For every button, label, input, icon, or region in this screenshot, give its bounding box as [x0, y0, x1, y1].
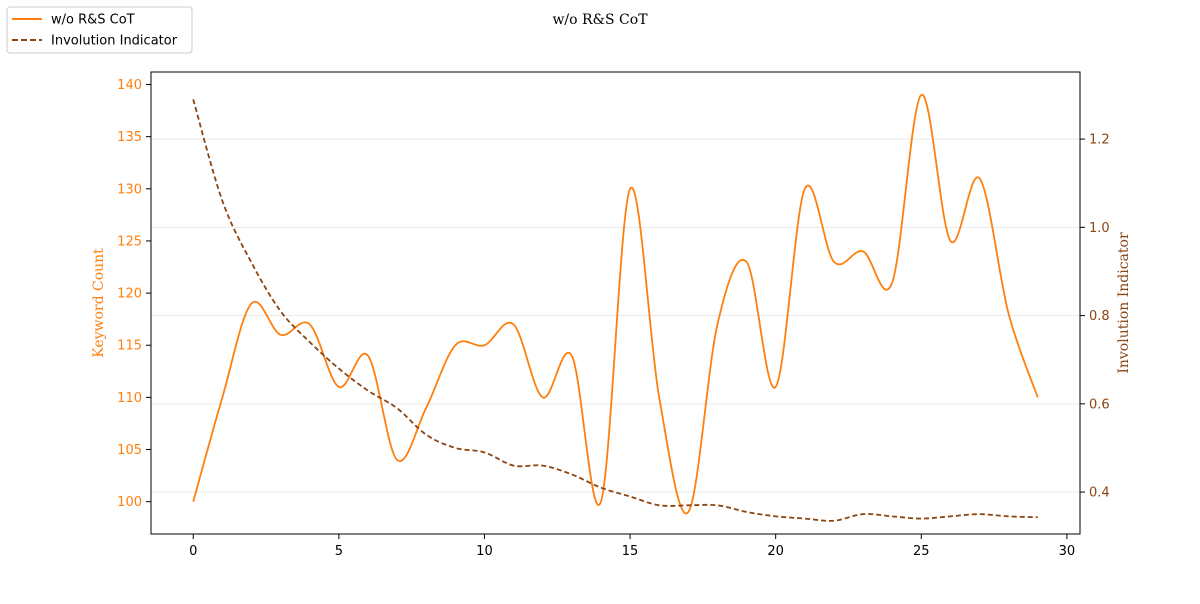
x-tick-label-3: 15 [622, 544, 639, 559]
axes-layer: 0 5 10 15 20 25 30 100 105 110 115 120 125 130 135 140 0… [117, 78, 1110, 559]
grid-layer [151, 138, 1080, 493]
y-axis-label-left: Keyword Count [91, 248, 107, 358]
y-tick-label-4: 120 [117, 287, 142, 302]
y2-tick-label-2: 0.8 [1089, 309, 1110, 324]
y-tick-label-3: 115 [117, 339, 142, 354]
y-tick-label-1: 105 [117, 443, 142, 458]
legend-label-keyword-count: w/o R&S CoT [51, 13, 135, 28]
x-tick-label-6: 30 [1059, 544, 1076, 559]
series-line-keyword-count [192, 94, 1039, 515]
y2-tick-label-1: 0.6 [1089, 397, 1110, 412]
x-tick-label-5: 25 [913, 544, 930, 559]
y-tick-label-2: 110 [117, 391, 142, 406]
chart-title: w/o R&S CoT [552, 12, 648, 28]
legend-label-involution: Involution Indicator [51, 34, 178, 49]
series-line-involution-indicator [192, 99, 1038, 522]
y-tick-label-0: 100 [117, 495, 142, 510]
x-tick-label-2: 10 [476, 544, 493, 559]
y-tick-label-8: 140 [117, 78, 142, 93]
y-tick-label-7: 135 [117, 130, 142, 145]
x-tick-label-1: 5 [335, 544, 343, 559]
y2-tick-label-4: 1.2 [1089, 133, 1110, 148]
y2-tick-label-0: 0.4 [1089, 486, 1110, 501]
y2-tick-label-3: 1.0 [1089, 221, 1110, 236]
x-tick-label-0: 0 [189, 544, 197, 559]
x-tick-label-4: 20 [767, 544, 784, 559]
legend-box [6, 6, 193, 54]
y-tick-label-6: 130 [117, 182, 142, 197]
y-axis-label-right: Involution Indicator [1116, 232, 1132, 374]
legend: w/o R&S CoT Involution Indicator [6, 6, 193, 54]
series-layer [192, 94, 1039, 522]
plot-frame [150, 71, 1081, 535]
y-tick-label-5: 125 [117, 234, 142, 249]
